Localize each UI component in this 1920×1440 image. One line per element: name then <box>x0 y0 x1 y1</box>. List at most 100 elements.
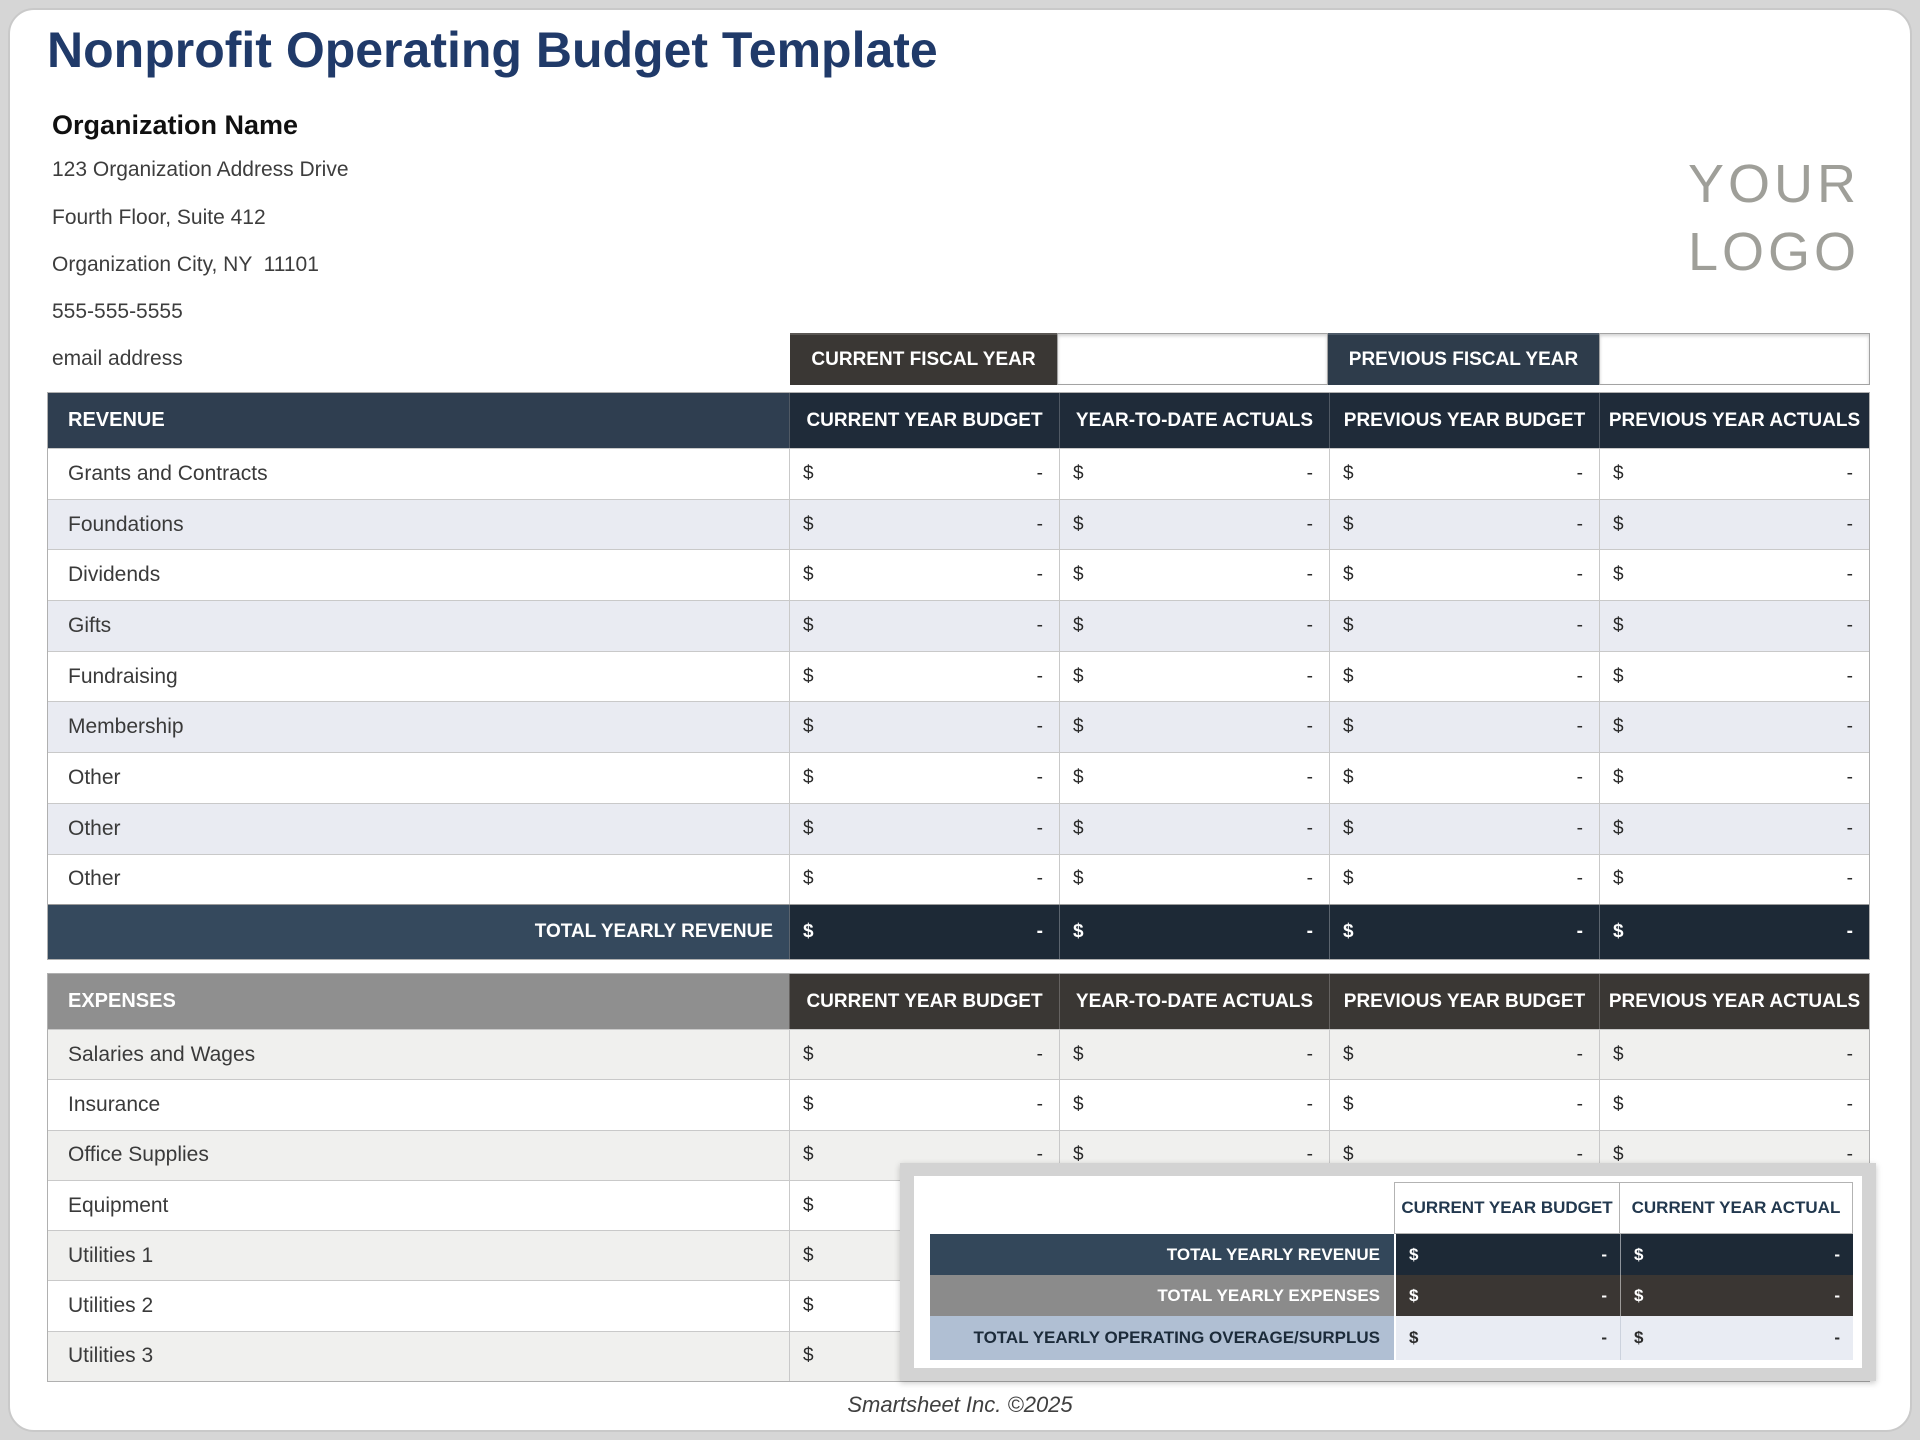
amount-cell[interactable]: $- <box>1329 651 1599 702</box>
row-label-cell[interactable]: Fundraising <box>68 664 178 688</box>
amount-value: - <box>1036 766 1043 788</box>
amount-cell[interactable]: $- <box>789 601 1059 651</box>
amount-cell[interactable]: $- <box>789 803 1059 854</box>
amount-cell[interactable]: $- <box>1599 499 1869 550</box>
summary-overage-label: TOTAL YEARLY OPERATING OVERAGE/SURPLUS <box>930 1316 1394 1360</box>
amount-cell[interactable]: $- <box>1059 702 1329 753</box>
amount-cell[interactable]: $- <box>789 651 1059 702</box>
summary-amount-cell[interactable]: $ - <box>1620 1234 1853 1275</box>
amount-cell[interactable]: $- <box>1599 1030 1869 1080</box>
total-amount-cell[interactable]: $ - <box>789 905 1059 960</box>
currency-symbol: $ <box>1073 766 1084 788</box>
summary-amount-cell[interactable]: $ - <box>1620 1275 1853 1316</box>
total-amount-cell[interactable]: $ - <box>1329 905 1599 960</box>
amount-cell[interactable]: $- <box>1599 1080 1869 1130</box>
row-label-cell[interactable]: Salaries and Wages <box>68 1042 256 1066</box>
amount-cell[interactable]: $- <box>1329 702 1599 753</box>
amount-cell[interactable]: $- <box>1329 449 1599 499</box>
amount-cell[interactable]: $- <box>1329 1080 1599 1130</box>
amount-cell[interactable]: $- <box>1599 1130 1869 1180</box>
row-label-cell[interactable]: Office Supplies <box>68 1143 209 1167</box>
row-label-cell[interactable]: Membership <box>68 715 184 739</box>
row-label-cell[interactable]: Utilities 2 <box>68 1294 154 1318</box>
amount-cell[interactable]: $- <box>1599 854 1869 905</box>
amount-cell[interactable]: $- <box>1599 550 1869 601</box>
row-label-cell[interactable]: Insurance <box>68 1092 161 1116</box>
amount-cell[interactable]: $- <box>1329 1130 1599 1180</box>
amount-cell[interactable]: $- <box>1059 651 1329 702</box>
amount-value: - <box>1306 1144 1313 1166</box>
amount-cell[interactable]: $- <box>1329 753 1599 803</box>
amount-value: - <box>1036 921 1043 943</box>
revenue-row: Other $ - $ - $ - $ - <box>48 853 1869 905</box>
summary-amount-cell[interactable]: $ - <box>1620 1316 1853 1360</box>
amount-cell[interactable]: $- <box>1329 803 1599 854</box>
amount-cell[interactable]: $- <box>789 753 1059 803</box>
amount-cell[interactable]: $- <box>1059 753 1329 803</box>
amount-value: - <box>1306 817 1313 839</box>
amount-cell[interactable]: $- <box>1059 803 1329 854</box>
summary-amount-cell[interactable]: $ - <box>1394 1316 1620 1360</box>
current-fiscal-year-label: CURRENT FISCAL YEAR <box>790 333 1057 385</box>
row-label-cell[interactable]: Grants and Contracts <box>68 461 268 485</box>
amount-cell[interactable]: $- <box>1329 550 1599 601</box>
currency-symbol: $ <box>1073 564 1084 586</box>
currency-symbol: $ <box>1073 665 1084 687</box>
row-label-cell[interactable]: Dividends <box>68 563 161 587</box>
amount-value: - <box>1846 868 1853 890</box>
amount-cell[interactable]: $- <box>789 449 1059 499</box>
organization-address-line2: Fourth Floor, Suite 412 <box>52 206 266 229</box>
row-label-cell[interactable]: Utilities 1 <box>68 1243 154 1267</box>
amount-value: - <box>1576 716 1583 738</box>
expenses-header-row: EXPENSES CURRENT YEAR BUDGET YEAR-TO-DAT… <box>48 974 1869 1029</box>
amount-cell[interactable]: $- <box>789 550 1059 601</box>
amount-cell[interactable]: $- <box>789 1130 1059 1180</box>
amount-cell[interactable]: $- <box>1329 601 1599 651</box>
row-label-cell[interactable]: Gifts <box>68 613 112 637</box>
amount-cell[interactable]: $- <box>1599 753 1869 803</box>
total-amount-cell[interactable]: $ - <box>1059 905 1329 960</box>
summary-column-header-actual: CURRENT YEAR ACTUAL <box>1620 1182 1853 1234</box>
amount-cell[interactable]: $- <box>1059 1080 1329 1130</box>
amount-value: - <box>1576 1043 1583 1065</box>
amount-cell[interactable]: $- <box>1329 854 1599 905</box>
amount-cell[interactable]: $- <box>1059 854 1329 905</box>
amount-cell[interactable]: $- <box>1599 601 1869 651</box>
currency-symbol: $ <box>1343 665 1354 687</box>
summary-amount-cell[interactable]: $ - <box>1394 1275 1620 1316</box>
amount-cell[interactable]: $- <box>1329 499 1599 550</box>
currency-symbol: $ <box>803 513 814 535</box>
amount-cell[interactable]: $- <box>1059 601 1329 651</box>
amount-cell[interactable]: $- <box>1059 550 1329 601</box>
amount-cell[interactable]: $- <box>1059 1030 1329 1080</box>
row-label-cell[interactable]: Foundations <box>68 512 184 536</box>
amount-cell[interactable]: $- <box>1329 1030 1599 1080</box>
previous-fiscal-year-input[interactable] <box>1599 333 1870 385</box>
amount-cell[interactable]: $- <box>1599 651 1869 702</box>
row-label-cell[interactable]: Other <box>68 765 121 789</box>
total-amount-cell[interactable]: $ - <box>1599 905 1869 960</box>
currency-symbol: $ <box>803 1295 814 1317</box>
current-fiscal-year-input[interactable] <box>1057 333 1328 385</box>
amount-cell[interactable]: $- <box>1059 1130 1329 1180</box>
amount-value: - <box>1601 1285 1607 1305</box>
amount-cell[interactable]: $- <box>1059 449 1329 499</box>
amount-cell[interactable]: $- <box>1059 499 1329 550</box>
amount-cell[interactable]: $- <box>789 702 1059 753</box>
amount-cell[interactable]: $- <box>1599 449 1869 499</box>
amount-value: - <box>1576 513 1583 535</box>
row-label-cell[interactable]: Other <box>68 816 121 840</box>
currency-symbol: $ <box>1409 1285 1419 1305</box>
summary-amount-cell[interactable]: $ - <box>1394 1234 1620 1275</box>
row-label-cell[interactable]: Equipment <box>68 1193 169 1217</box>
currency-symbol: $ <box>803 665 814 687</box>
amount-cell[interactable]: $- <box>789 499 1059 550</box>
amount-cell[interactable]: $- <box>789 1030 1059 1080</box>
amount-cell[interactable]: $- <box>789 1080 1059 1130</box>
amount-cell[interactable]: $- <box>1599 803 1869 854</box>
amount-cell[interactable]: $- <box>789 854 1059 905</box>
row-label-cell[interactable]: Other <box>68 867 121 891</box>
row-label-cell[interactable]: Utilities 3 <box>68 1344 154 1368</box>
amount-value: - <box>1576 921 1583 943</box>
amount-cell[interactable]: $- <box>1599 702 1869 753</box>
